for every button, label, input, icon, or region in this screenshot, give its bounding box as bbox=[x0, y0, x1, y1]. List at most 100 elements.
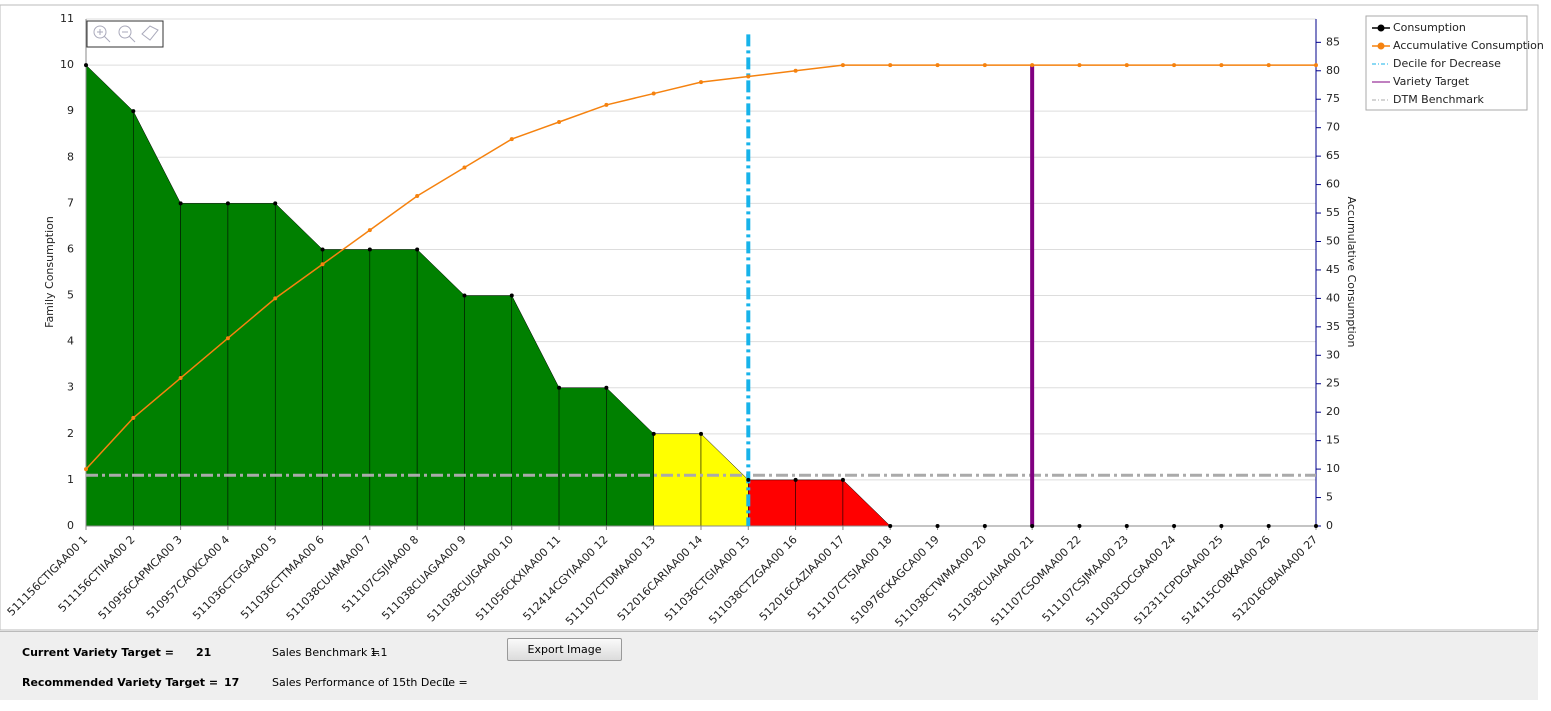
y2-tick-label: 50 bbox=[1326, 234, 1340, 247]
data-point bbox=[1219, 524, 1224, 528]
recommended-target-label: Recommended Variety Target = bbox=[22, 676, 219, 689]
area-segment bbox=[416, 248, 465, 527]
y-tick-label: 11 bbox=[60, 12, 74, 25]
data-point bbox=[84, 467, 88, 472]
data-point bbox=[462, 293, 467, 298]
y-tick-label: 9 bbox=[67, 104, 74, 117]
data-point bbox=[1266, 524, 1271, 528]
zoom-in[interactable] bbox=[93, 25, 111, 43]
data-point bbox=[509, 137, 514, 142]
data-point bbox=[131, 109, 136, 114]
data-point bbox=[415, 193, 420, 198]
area-segment bbox=[653, 433, 702, 527]
data-point bbox=[178, 201, 183, 206]
y2-tick-label: 85 bbox=[1326, 35, 1340, 48]
y2-tick-label: 20 bbox=[1326, 405, 1340, 418]
chart: Family Consumption Accumulative Consumpt… bbox=[0, 4, 1544, 631]
data-point bbox=[651, 431, 656, 436]
legend-label: Variety Target bbox=[1393, 75, 1470, 88]
y2-tick-label: 5 bbox=[1326, 491, 1333, 504]
legend-label: DTM Benchmark bbox=[1393, 93, 1484, 106]
reset-zoom[interactable] bbox=[141, 25, 159, 41]
data-point bbox=[320, 262, 325, 267]
export-image-button[interactable]: Export Image bbox=[507, 638, 622, 661]
data-point bbox=[604, 385, 609, 390]
data-point bbox=[225, 336, 230, 341]
data-point bbox=[982, 63, 987, 68]
legend-label: Consumption bbox=[1393, 21, 1466, 34]
data-point bbox=[604, 102, 609, 107]
current-target-value: 21 bbox=[196, 646, 212, 659]
area-segment bbox=[464, 295, 513, 527]
y2-tick-label: 40 bbox=[1326, 291, 1340, 304]
y2-tick-label: 45 bbox=[1326, 263, 1340, 276]
y-tick-label: 8 bbox=[67, 150, 74, 163]
data-point bbox=[84, 63, 88, 68]
y2-tick-label: 30 bbox=[1326, 348, 1340, 361]
data-point bbox=[1219, 63, 1224, 68]
data-point bbox=[462, 165, 467, 170]
y2-tick-label: 55 bbox=[1326, 206, 1340, 219]
data-point bbox=[1124, 63, 1129, 68]
area-segment bbox=[227, 203, 276, 527]
data-point bbox=[415, 247, 420, 252]
area-segment bbox=[274, 202, 323, 527]
legend-box bbox=[1365, 15, 1528, 111]
data-point bbox=[509, 293, 514, 298]
y-tick-label: 5 bbox=[67, 289, 74, 302]
legend-label: Accumulative Consumption bbox=[1393, 39, 1544, 52]
y-tick-label: 4 bbox=[67, 335, 74, 348]
data-point bbox=[1124, 524, 1129, 528]
data-point bbox=[651, 91, 656, 96]
data-point bbox=[1266, 63, 1271, 68]
y-tick-label: 7 bbox=[67, 196, 74, 209]
data-point bbox=[320, 247, 325, 252]
legend-label: Decile for Decrease bbox=[1393, 57, 1501, 70]
data-point bbox=[746, 74, 751, 79]
info-panel: Current Variety Target = 21 Recommended … bbox=[0, 631, 1538, 700]
data-point bbox=[888, 63, 893, 68]
data-point bbox=[793, 68, 798, 73]
zoom-toolbar bbox=[86, 20, 164, 48]
data-point bbox=[178, 376, 183, 381]
data-point bbox=[935, 524, 940, 528]
data-point bbox=[1030, 524, 1035, 528]
data-point bbox=[557, 119, 562, 124]
data-point bbox=[888, 524, 893, 528]
data-point bbox=[699, 431, 703, 436]
data-point bbox=[273, 201, 278, 206]
performance-value: 1 bbox=[443, 676, 450, 689]
y2-tick-label: 0 bbox=[1326, 519, 1333, 532]
legend-marker bbox=[1377, 24, 1385, 32]
data-point bbox=[982, 524, 987, 528]
data-point bbox=[273, 296, 278, 301]
y2-tick-label: 80 bbox=[1326, 64, 1340, 77]
data-point bbox=[131, 415, 136, 420]
y2-tick-label: 65 bbox=[1326, 149, 1340, 162]
data-point bbox=[367, 247, 372, 252]
area-segment bbox=[322, 249, 371, 527]
legend: Consumption Accumulative Consumption Decil… bbox=[1365, 15, 1544, 111]
y2-tick-label: 10 bbox=[1326, 462, 1340, 475]
data-point bbox=[746, 477, 751, 482]
data-point bbox=[557, 385, 562, 390]
y2-tick-label: 60 bbox=[1326, 178, 1340, 191]
recommended-target-value: 17 bbox=[224, 676, 240, 689]
data-point bbox=[935, 63, 940, 68]
data-point bbox=[793, 477, 798, 482]
data-point bbox=[699, 80, 703, 85]
data-point bbox=[367, 228, 372, 233]
area-segment bbox=[748, 479, 796, 527]
y-tick-label: 2 bbox=[67, 427, 74, 440]
data-point bbox=[1314, 63, 1318, 68]
area-segment bbox=[369, 249, 418, 527]
zoom-out[interactable] bbox=[118, 25, 136, 43]
benchmark-label: Sales Benchmark = bbox=[272, 646, 381, 659]
data-point bbox=[1030, 63, 1035, 68]
data-point bbox=[1172, 524, 1177, 528]
y2-tick-label: 25 bbox=[1326, 377, 1340, 390]
y-tick-label: 3 bbox=[67, 381, 74, 394]
performance-label: Sales Performance of 15th Decile = bbox=[272, 676, 468, 689]
current-target-label: Current Variety Target = bbox=[22, 646, 174, 659]
